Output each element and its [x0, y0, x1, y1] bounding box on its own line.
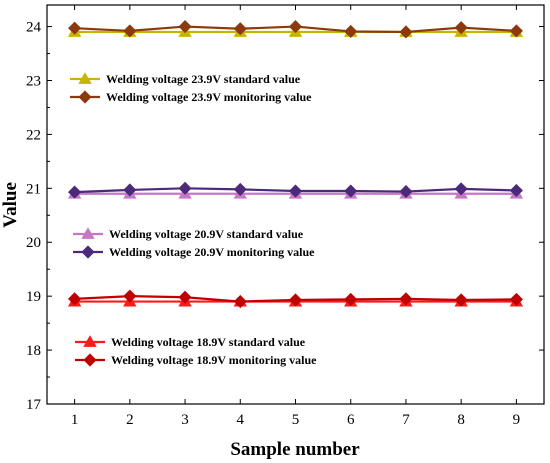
y-axis-title: Value: [0, 182, 21, 228]
legend-label: Welding voltage 20.9V standard value: [109, 227, 304, 241]
data-point: [454, 182, 468, 196]
y-tick-label: 22: [26, 127, 41, 143]
y-tick-label: 23: [26, 73, 41, 89]
data-point: [68, 185, 82, 199]
x-tick-label: 2: [126, 412, 134, 428]
data-point: [288, 293, 303, 307]
legend-marker: [83, 353, 97, 367]
legend-marker: [83, 335, 97, 347]
x-axis-title: Sample number: [230, 439, 360, 460]
data-point: [399, 25, 413, 39]
data-point: [178, 290, 192, 304]
x-tick-label: 1: [71, 412, 79, 428]
x-tick-label: 4: [237, 412, 245, 428]
x-tick-label: 9: [513, 412, 521, 428]
data-point: [233, 294, 247, 309]
series-4: [68, 181, 523, 199]
data-point: [123, 24, 137, 38]
series-6: [68, 289, 523, 309]
y-axis: 17 18 19 20 21 22 23 24: [26, 20, 544, 413]
data-point: [399, 184, 413, 199]
data-point: [178, 20, 192, 34]
y-tick-label: 21: [26, 181, 41, 197]
data-point: [399, 292, 413, 306]
data-point: [178, 181, 192, 195]
x-tick-label: 8: [457, 412, 465, 428]
data-point: [68, 21, 82, 35]
data-point: [288, 20, 303, 34]
y-tick-label: 18: [26, 343, 41, 359]
data-point: [509, 24, 523, 38]
series-layer: [67, 20, 524, 309]
legend-marker: [81, 245, 95, 259]
data-point: [344, 292, 358, 306]
y-tick-label: 17: [26, 397, 42, 413]
legend-label: Welding voltage 23.9V standard value: [106, 72, 301, 86]
data-point: [233, 22, 247, 36]
legend-label: Welding voltage 23.9V monitoring value: [106, 90, 312, 104]
data-point: [68, 292, 82, 306]
x-tick-label: 3: [181, 412, 189, 428]
y-tick-label: 24: [26, 20, 42, 36]
legend-2: Welding voltage 20.9V standard value Weld…: [73, 227, 315, 259]
legend-1: Welding voltage 23.9V standard value Weld…: [70, 72, 312, 104]
data-point: [344, 184, 358, 198]
data-point: [288, 184, 303, 198]
legend-marker: [81, 227, 95, 239]
legend-label: Welding voltage 18.9V monitoring value: [111, 353, 317, 367]
legends: Welding voltage 23.9V standard value Weld…: [70, 72, 317, 367]
y-tick-label: 19: [26, 289, 41, 305]
x-tick-label: 7: [402, 412, 410, 428]
legend-marker: [78, 90, 92, 104]
y-tick-label: 20: [26, 235, 41, 251]
legend-label: Welding voltage 20.9V monitoring value: [109, 245, 315, 259]
data-point: [233, 182, 247, 196]
data-point: [509, 183, 523, 198]
data-point: [454, 293, 468, 307]
data-point: [509, 292, 523, 306]
x-tick-label: 5: [292, 412, 300, 428]
legend-marker: [78, 72, 92, 84]
data-point: [344, 24, 358, 38]
data-point: [454, 21, 468, 35]
legend-label: Welding voltage 18.9V standard value: [111, 335, 306, 349]
data-point: [123, 289, 137, 303]
x-tick-label: 6: [347, 412, 355, 428]
data-point: [123, 183, 137, 197]
series-2: [68, 20, 523, 39]
legend-3: Welding voltage 18.9V standard value Weld…: [75, 335, 317, 367]
x-axis: 1 2 3 4 5 6 7 8 9: [71, 5, 520, 428]
